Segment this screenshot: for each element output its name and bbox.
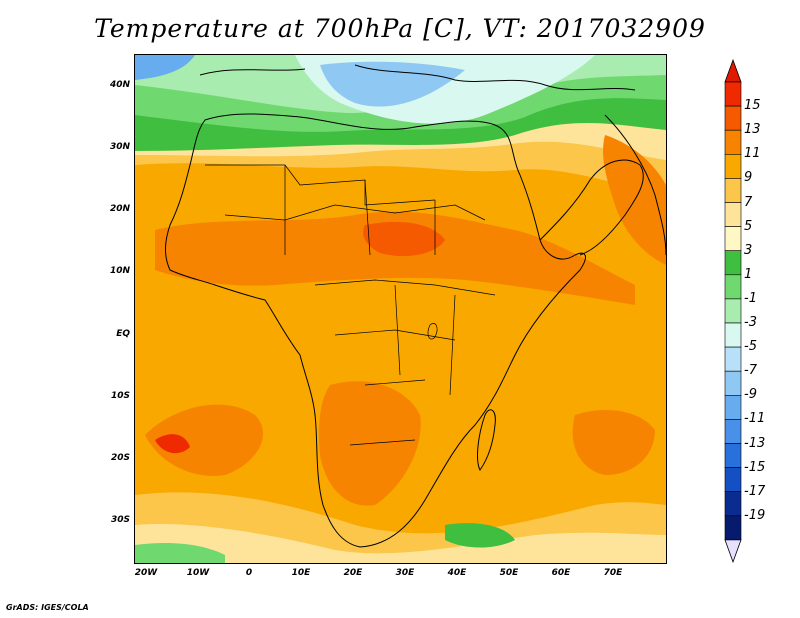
lon-label-10e: 10E <box>291 568 311 578</box>
colorbar-top-arrow <box>724 58 742 83</box>
field-13c-sahel <box>363 221 445 257</box>
india-coast <box>604 114 666 256</box>
lat-label-20s: 20S <box>110 453 130 463</box>
colorbar-segment <box>724 443 742 468</box>
lat-label-30s: 30S <box>110 515 130 525</box>
colorbar-segment <box>724 394 742 420</box>
border-vertical-north <box>284 165 436 256</box>
madagascar-outline <box>477 409 496 471</box>
colorbar-segment <box>724 467 742 493</box>
colorbar-segment <box>724 515 742 541</box>
lat-label-eq: EQ <box>116 329 130 339</box>
colorbar-bottom-arrow <box>724 539 742 564</box>
field-11c-sahel <box>155 211 635 305</box>
colorbar-segment <box>724 105 742 131</box>
colorbar-segment <box>724 178 742 203</box>
lon-label-30e: 30E <box>395 568 415 578</box>
colorbar-label: 13 <box>744 122 761 138</box>
temperature-map <box>135 55 666 563</box>
country-borders <box>205 164 496 446</box>
colorbar-label: 1 <box>744 266 753 282</box>
chart-title: Temperature at 700hPa [C], VT: 201703290… <box>94 14 706 43</box>
colorbar-segment <box>724 154 742 179</box>
field-11c-satl <box>145 404 264 476</box>
border-north <box>205 164 436 206</box>
lat-label-20n: 20N <box>109 204 130 214</box>
colorbar-segment <box>724 491 742 517</box>
credit-text: GrADS: IGES/COLA <box>6 603 89 612</box>
field-11c-indian <box>572 410 655 475</box>
colorbar-label: 15 <box>744 98 761 114</box>
lon-label-50e: 50E <box>499 568 519 578</box>
colorbar-label: -7 <box>744 363 757 379</box>
field-m7c <box>320 61 465 107</box>
colorbar-label: 7 <box>744 194 753 210</box>
lon-label-10w: 10W <box>186 568 210 578</box>
field-1c-south <box>445 523 515 548</box>
colorbar-segment <box>724 298 742 324</box>
colorbar-label: -15 <box>744 459 766 475</box>
europe-coast <box>199 64 636 91</box>
colorbar-label: 11 <box>744 146 761 162</box>
colorbar-label: -13 <box>744 435 766 451</box>
colorbar-segment <box>724 274 742 300</box>
colorbar-segment <box>724 129 742 155</box>
colorbar-segment <box>724 419 742 444</box>
lat-label-40n: 40N <box>109 80 130 90</box>
lon-label-40e: 40E <box>447 568 467 578</box>
colorbar-label: -9 <box>744 387 757 403</box>
border-sahel <box>224 204 486 221</box>
colorbar-label: -1 <box>744 290 757 306</box>
field-5c-south <box>135 524 666 563</box>
colorbar-label: 3 <box>744 242 753 258</box>
colorbar-label: -3 <box>744 315 757 330</box>
colorbar-segment <box>724 322 742 348</box>
border-central <box>314 279 496 296</box>
lon-label-70e: 70E <box>603 568 623 578</box>
colorbar-segment <box>724 202 742 227</box>
colorbar-segment <box>724 370 742 396</box>
colorbar <box>724 58 742 564</box>
africa-outline <box>165 113 586 548</box>
arabia-outline <box>539 159 644 256</box>
colorbar-segment <box>724 81 742 107</box>
colorbar-label: 5 <box>744 218 753 234</box>
colorbar-label: 9 <box>744 170 753 186</box>
lat-label-10n: 10N <box>109 266 130 276</box>
colorbar-label: -19 <box>744 507 766 523</box>
map-panel <box>134 54 667 564</box>
coastlines <box>165 64 666 548</box>
border-vertical-south <box>394 284 456 396</box>
lat-label-10s: 10S <box>110 391 130 401</box>
colorbar-segment <box>724 346 742 372</box>
lon-label-60e: 60E <box>551 568 571 578</box>
field-15c-satl <box>155 434 190 454</box>
lon-label-20e: 20E <box>343 568 363 578</box>
lon-label-0: 0 <box>245 568 253 578</box>
colorbar-label: -11 <box>744 411 766 427</box>
lon-label-20w: 20W <box>134 568 158 578</box>
lat-label-30n: 30N <box>109 142 130 152</box>
field-nw-cold <box>135 55 195 80</box>
lake-victoria <box>427 323 438 340</box>
colorbar-segment <box>724 226 742 252</box>
field-m1c-south <box>135 543 225 563</box>
colorbar-label: -17 <box>744 483 766 499</box>
colorbar-label: -5 <box>744 339 757 355</box>
colorbar-segment <box>724 250 742 276</box>
